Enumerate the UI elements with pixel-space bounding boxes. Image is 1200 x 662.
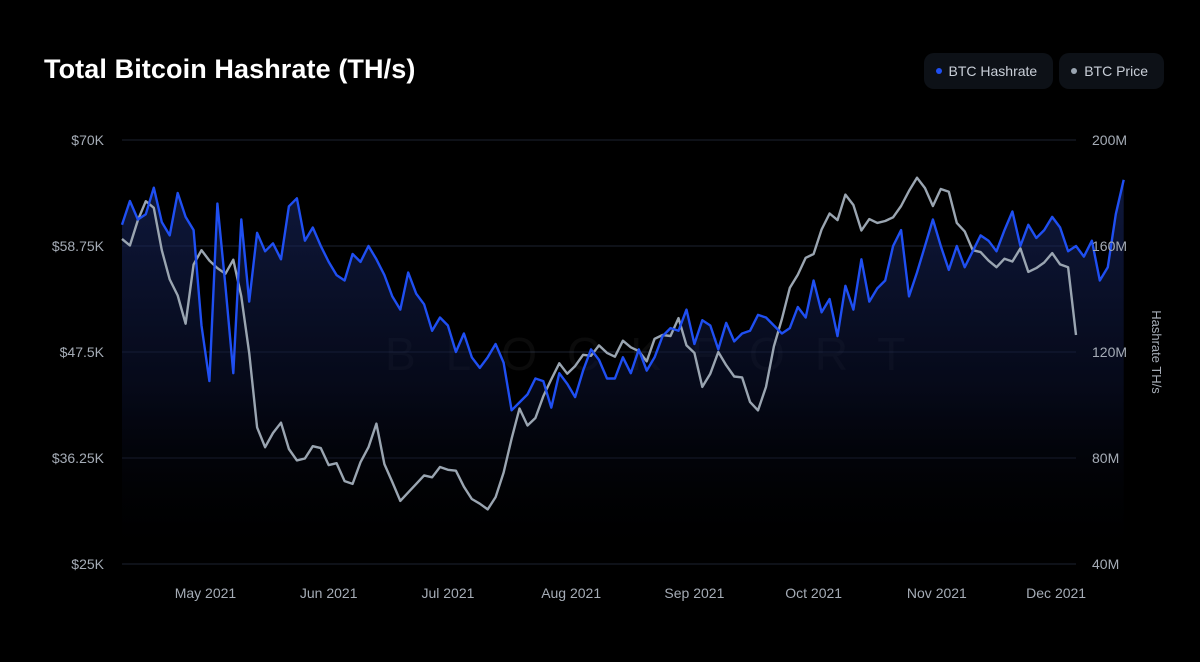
x-axis: May 2021 Jun 2021 Jul 2021 Aug 2021 Sep 2021… <box>175 585 1087 601</box>
y-right-axis-title: Hashrate TH/s <box>1149 310 1164 394</box>
y-left-axis: $70K $58.75K $47.5K $36.25K $25K <box>52 132 105 572</box>
x-tick-label: Sep 2021 <box>664 585 724 601</box>
hashrate-area-fill <box>122 179 1124 565</box>
y-right-tick-label: 200M <box>1092 132 1127 148</box>
chart-title: Total Bitcoin Hashrate (TH/s) <box>44 54 416 84</box>
legend: BTC Hashrate BTC Price <box>923 53 1164 89</box>
hashrate-series-line <box>120 179 1125 412</box>
y-left-tick-label: $58.75K <box>52 238 105 254</box>
x-tick-label: Aug 2021 <box>541 585 601 601</box>
y-right-tick-label: 160M <box>1092 238 1127 254</box>
hashrate-legend-dot <box>935 68 942 74</box>
x-tick-label: Jul 2021 <box>421 585 474 601</box>
x-tick-label: Dec 2021 <box>1026 585 1086 601</box>
legend-item-hashrate[interactable]: BTC Hashrate <box>923 53 1054 89</box>
x-tick-label: Nov 2021 <box>907 585 967 601</box>
y-left-tick-label: $36.25K <box>52 450 105 466</box>
x-tick-label: Oct 2021 <box>785 585 842 601</box>
y-right-axis: 200M 160M 120M 80M 40M <box>1092 132 1127 572</box>
legend-price-label: BTC Price <box>1084 63 1148 79</box>
y-right-tick-label: 40M <box>1092 556 1119 572</box>
legend-hashrate-label: BTC Hashrate <box>948 63 1038 79</box>
legend-item-price[interactable]: BTC Price <box>1059 53 1164 89</box>
y-left-tick-label: $70K <box>71 132 104 148</box>
y-left-tick-label: $25K <box>71 556 104 572</box>
price-series-line <box>121 176 1078 511</box>
x-tick-label: May 2021 <box>175 585 237 601</box>
x-tick-label: Jun 2021 <box>300 585 358 601</box>
price-legend-dot <box>1071 68 1078 74</box>
y-right-tick-label: 120M <box>1092 344 1127 360</box>
y-right-tick-label: 80M <box>1092 450 1119 466</box>
y-left-tick-label: $47.5K <box>60 344 105 360</box>
